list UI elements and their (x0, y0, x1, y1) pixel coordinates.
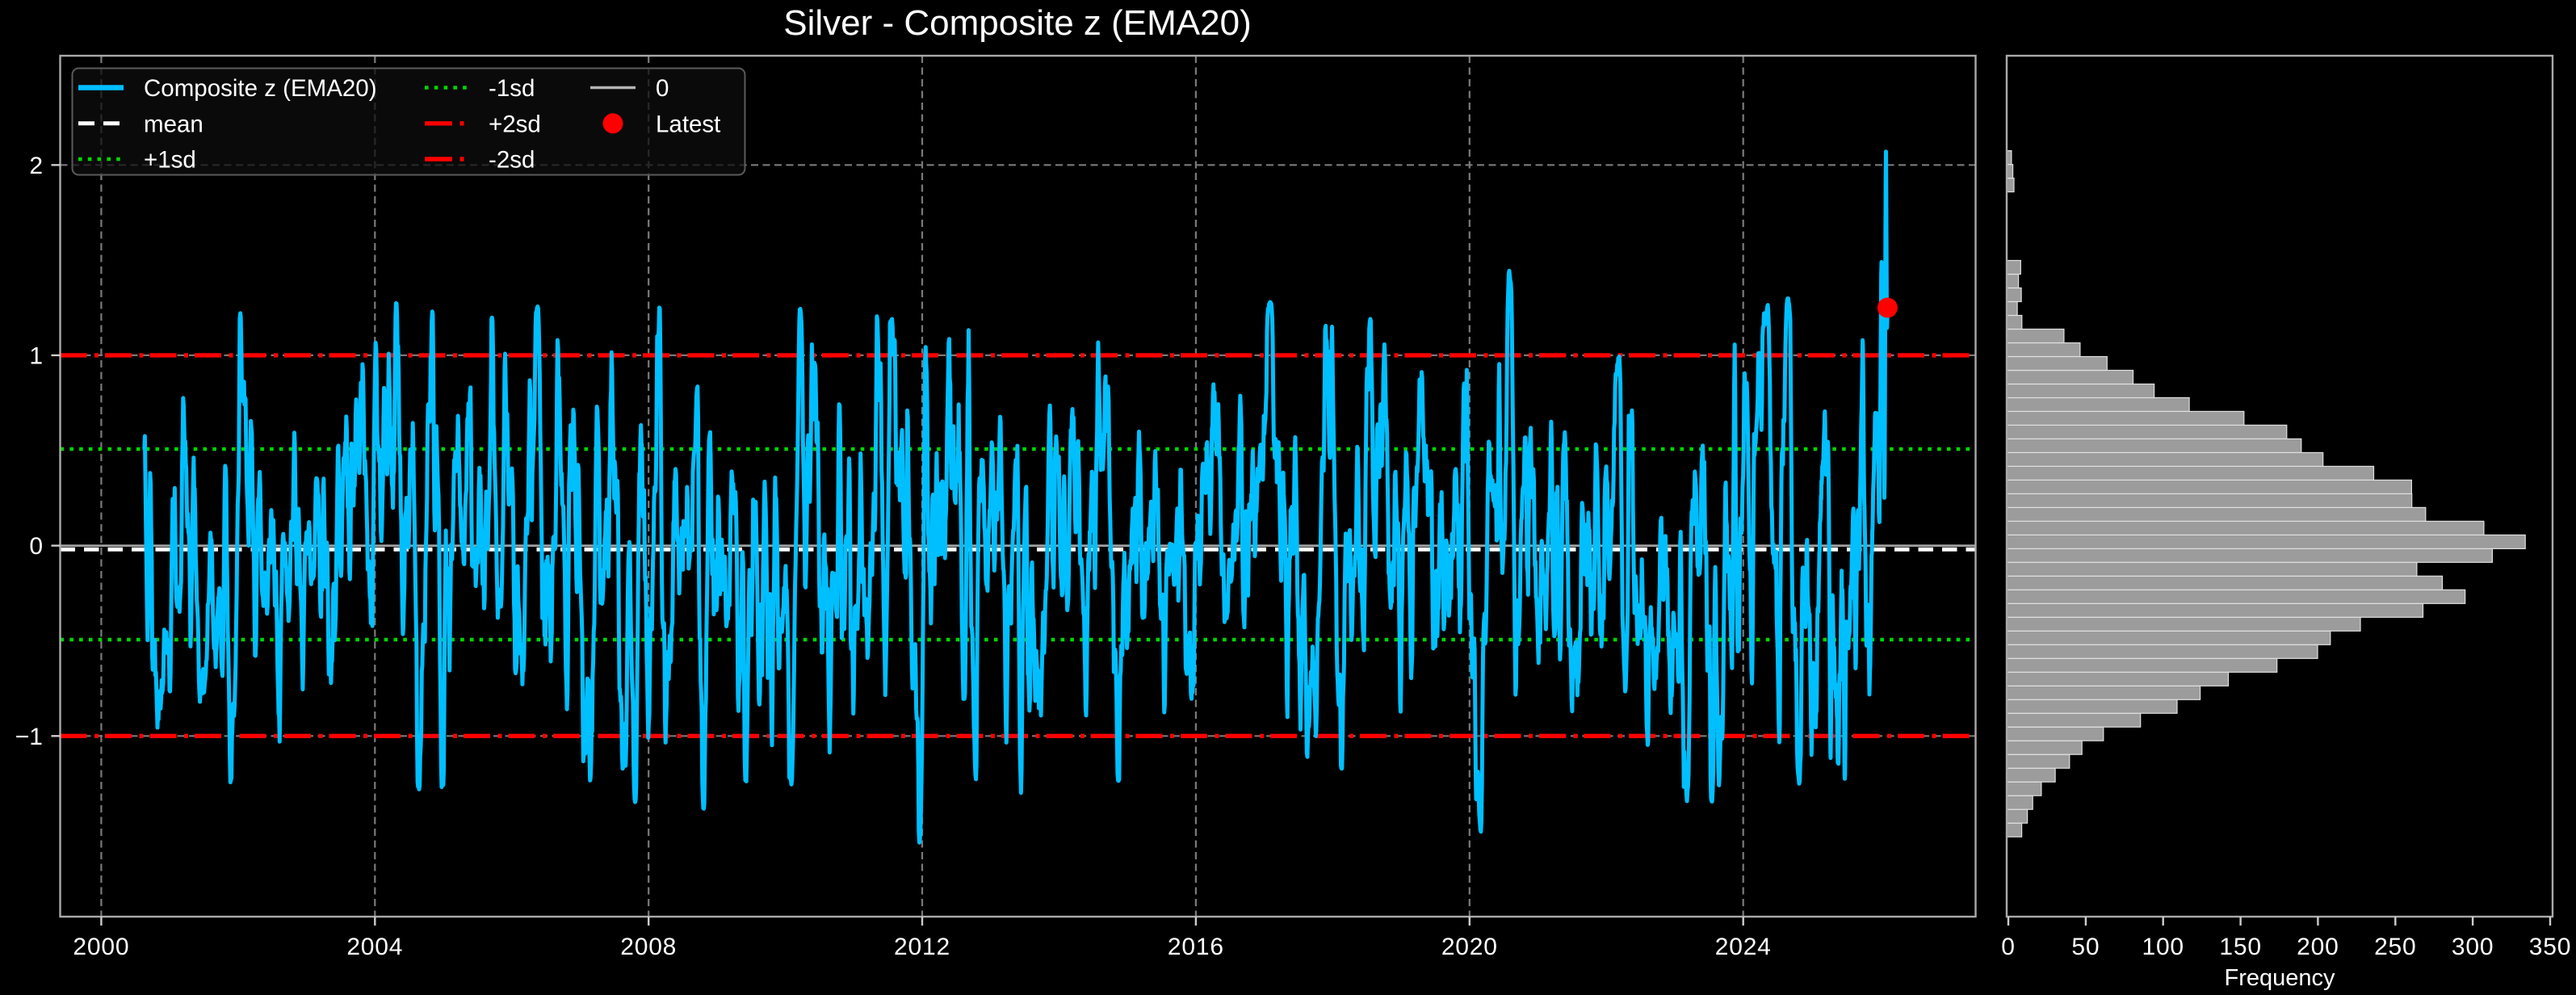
svg-text:2008: 2008 (620, 934, 677, 960)
svg-text:+1sd: +1sd (144, 147, 196, 174)
svg-text:300: 300 (2452, 934, 2494, 960)
svg-text:+2sd: +2sd (489, 111, 541, 137)
svg-text:-2sd: -2sd (489, 147, 535, 174)
svg-text:-1sd: -1sd (489, 75, 535, 102)
svg-text:2020: 2020 (1441, 934, 1498, 960)
svg-text:2012: 2012 (894, 934, 950, 960)
svg-text:50: 50 (2071, 934, 2100, 960)
svg-text:Composite z (EMA20): Composite z (EMA20) (144, 75, 377, 102)
svg-text:Latest: Latest (656, 111, 720, 137)
svg-text:2016: 2016 (1168, 934, 1224, 960)
svg-text:2: 2 (29, 153, 43, 179)
svg-text:2004: 2004 (346, 934, 403, 960)
svg-text:200: 200 (2297, 934, 2339, 960)
svg-text:0: 0 (29, 533, 43, 560)
svg-text:mean: mean (144, 111, 203, 137)
svg-text:Frequency: Frequency (2224, 965, 2335, 991)
svg-text:250: 250 (2374, 934, 2416, 960)
svg-text:1: 1 (29, 342, 43, 369)
svg-text:0: 0 (656, 75, 669, 102)
svg-text:Silver - Composite z (EMA20): Silver - Composite z (EMA20) (783, 3, 1251, 43)
svg-text:2000: 2000 (73, 934, 129, 960)
svg-text:350: 350 (2529, 934, 2571, 960)
svg-text:−1: −1 (15, 724, 43, 750)
svg-text:2024: 2024 (1715, 934, 1772, 960)
svg-text:0: 0 (2001, 934, 2016, 960)
svg-text:100: 100 (2142, 934, 2184, 960)
svg-text:150: 150 (2219, 934, 2261, 960)
